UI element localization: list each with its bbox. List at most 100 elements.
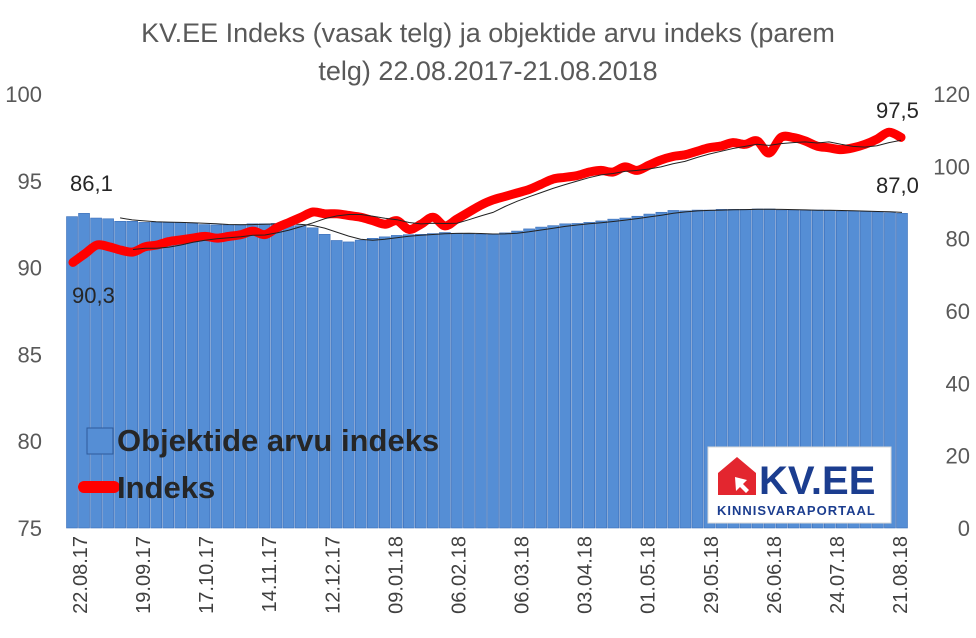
- data-label-bar-last: 87,0: [876, 173, 919, 198]
- x-tick-label: 06.03.18: [512, 536, 534, 614]
- bar: [547, 225, 559, 529]
- bar: [270, 223, 283, 529]
- bar-trendline: [120, 208, 903, 241]
- bar: [210, 224, 223, 529]
- bar: [775, 209, 788, 529]
- right-tick-label: 40: [946, 371, 970, 396]
- bar: [234, 224, 247, 529]
- bar: [378, 236, 391, 529]
- bar: [715, 209, 728, 529]
- right-tick-label: 80: [946, 227, 970, 252]
- x-tick-label: 12.12.17: [322, 536, 344, 614]
- bar: [222, 224, 235, 529]
- bar: [679, 210, 692, 529]
- data-label-line-first: 90,3: [72, 283, 115, 308]
- bar: [282, 224, 295, 529]
- left-tick-label: 75: [18, 516, 42, 541]
- x-tick-label: 17.10.17: [196, 536, 218, 614]
- left-axis: 75 80 85 90 95 100: [5, 82, 42, 541]
- logo-text: KV.EE: [759, 459, 875, 503]
- x-tick-label: 01.05.18: [638, 536, 660, 614]
- bar: [415, 234, 427, 529]
- bar: [198, 224, 211, 529]
- bar: [402, 234, 415, 529]
- bar: [523, 228, 535, 529]
- bar: [366, 238, 379, 529]
- cursor-icon: [735, 477, 749, 493]
- bar: [78, 213, 90, 529]
- legend-label-line: Indeks: [117, 470, 215, 505]
- right-tick-label: 60: [946, 299, 970, 324]
- bar: [66, 216, 78, 529]
- bar: [691, 209, 704, 529]
- bar: [330, 240, 343, 529]
- bar: [114, 221, 126, 529]
- bar: [667, 210, 680, 529]
- bar: [607, 218, 620, 529]
- bar: [655, 211, 668, 529]
- bar-series: [66, 208, 908, 529]
- x-axis: 22.08.17 19.09.17 17.10.17 14.11.17 12.12.17…: [70, 536, 912, 614]
- x-tick-label: 24.07.18: [827, 536, 849, 614]
- bar: [126, 221, 138, 529]
- kv-logo: KV.EE KINNISVARAPORTAAL: [707, 446, 892, 524]
- bar: [583, 222, 596, 529]
- bar: [475, 234, 487, 529]
- bar: [836, 210, 848, 529]
- bar: [138, 222, 150, 529]
- x-tick-label: 22.08.17: [70, 536, 92, 614]
- x-tick-label: 03.04.18: [575, 536, 597, 614]
- bar: [150, 222, 163, 529]
- bar: [258, 223, 271, 529]
- x-tick-label: 14.11.17: [259, 536, 281, 612]
- x-tick-label: 29.05.18: [701, 536, 723, 614]
- x-tick-label: 09.01.18: [385, 536, 407, 614]
- chart-title-line-2: telg) 22.08.2017-21.08.2018: [318, 56, 657, 86]
- bar: [499, 232, 511, 529]
- legend-swatch-bars: [86, 427, 114, 455]
- right-tick-label: 20: [946, 444, 970, 469]
- bar: [571, 223, 584, 529]
- left-tick-label: 80: [18, 429, 42, 454]
- x-tick-label: 26.06.18: [764, 536, 786, 614]
- logo-subtext: KINNISVARAPORTAAL: [717, 503, 876, 518]
- bar: [90, 217, 102, 529]
- data-label-line-last: 97,5: [876, 98, 919, 123]
- bar: [511, 230, 523, 529]
- bar: [342, 241, 355, 529]
- bar: [246, 223, 259, 529]
- indeks-trendline: [132, 139, 902, 250]
- x-tick-label: 21.08.18: [890, 536, 912, 614]
- bar: [318, 234, 331, 529]
- line-series: [68, 127, 906, 267]
- bar: [535, 226, 547, 529]
- legend: Objektide arvu indeks Indeks: [78, 423, 439, 505]
- bar: [559, 223, 571, 529]
- bar: [427, 233, 439, 529]
- bar: [487, 234, 499, 529]
- bar: [354, 239, 367, 529]
- bar: [451, 232, 463, 529]
- right-axis: 0 20 40 60 80 100 120: [933, 82, 970, 541]
- house-icon: [718, 457, 756, 495]
- bar: [595, 220, 608, 529]
- indeks-line: [68, 127, 906, 267]
- chart-title-line-1: KV.EE Indeks (vasak telg) ja objektide a…: [141, 18, 835, 48]
- bar: [186, 223, 199, 529]
- x-tick-label: 06.02.18: [449, 536, 471, 614]
- right-tick-label: 0: [958, 516, 970, 541]
- bar: [643, 213, 656, 529]
- bar: [306, 227, 319, 529]
- left-tick-label: 90: [18, 256, 42, 281]
- bar: [294, 225, 307, 529]
- x-tick-label: 19.09.17: [133, 536, 155, 614]
- data-label-bar-first: 86,1: [70, 171, 113, 196]
- bar: [896, 213, 908, 529]
- legend-label-bars: Objektide arvu indeks: [117, 423, 439, 458]
- bar: [619, 217, 632, 529]
- right-tick-label: 100: [933, 154, 970, 179]
- left-tick-label: 95: [18, 169, 42, 194]
- right-tick-label: 120: [933, 82, 970, 107]
